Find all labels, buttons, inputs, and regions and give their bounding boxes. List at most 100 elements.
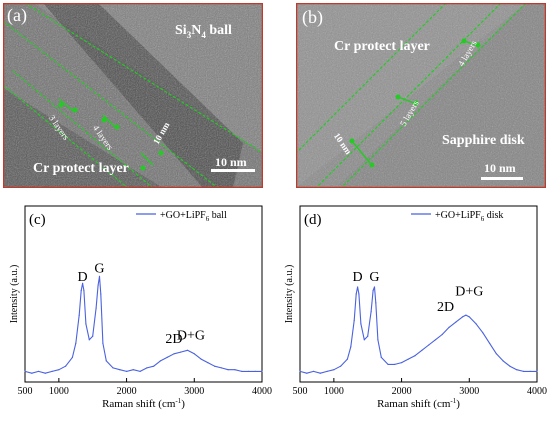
ball-label-si: Si	[175, 23, 187, 38]
spectrum-point	[102, 342, 104, 344]
spectrum-point	[333, 369, 335, 371]
spectrum-point	[353, 319, 355, 321]
peak-label: G	[369, 270, 379, 285]
spectrum-point	[312, 370, 315, 372]
spectrum-point	[173, 353, 175, 355]
spectrum-point	[319, 372, 321, 374]
spectrum-point	[407, 358, 409, 360]
spectrum-point	[58, 369, 60, 371]
x-tick-label: 1000	[324, 386, 344, 397]
spectrum-point	[482, 332, 484, 334]
spectrum-point	[31, 372, 33, 374]
panel-label: (d)	[304, 212, 322, 228]
x-tick-label: 3000	[459, 386, 479, 397]
spectrum-point	[475, 323, 477, 325]
spectrum-point	[375, 302, 377, 304]
spectrum-point	[367, 335, 369, 337]
x-axis-label-main: Raman shift (cm	[377, 398, 451, 410]
x-axis-label-main: Raman shift (cm	[102, 398, 176, 410]
ball-label-sub2: 4	[201, 29, 206, 40]
spectrum-point	[214, 365, 216, 367]
disk-label: Sapphire disk	[442, 133, 525, 148]
legend-sub: 6	[481, 215, 485, 223]
spectrum-point	[83, 289, 85, 292]
tem-image-a	[3, 3, 263, 188]
spectrum-point	[80, 289, 82, 292]
spectrum-point	[88, 339, 90, 341]
arrow-heads-b	[349, 38, 481, 168]
spectrum-point	[380, 356, 382, 358]
panel-label: (c)	[29, 212, 46, 228]
spectrum-point	[207, 362, 209, 364]
spectrum-point	[92, 335, 94, 337]
layer-boundaries-a	[3, 3, 263, 188]
legend-post: disk	[484, 210, 503, 221]
ball-label: Si3N4 ball	[175, 23, 232, 40]
peak-label: D	[352, 270, 362, 285]
x-tick-label: 500	[18, 386, 33, 397]
raman-svg-c: (c) +GO+LiPF6 ball DG 2DD+G 500 1000 2000 3000 4…	[9, 205, 272, 410]
spectrum-point	[495, 353, 497, 355]
spectrum-point	[51, 370, 53, 372]
protect-layer-label-b: Cr protect layer	[334, 39, 430, 54]
spectrum-point	[153, 365, 155, 367]
spectrum-point	[306, 372, 308, 374]
scale-label-a: 10 nm	[215, 155, 247, 169]
x-tick-label: 4000	[527, 386, 547, 397]
spectrum-point	[346, 358, 348, 360]
peak-label: D+G	[177, 328, 205, 343]
spectrum-point	[360, 323, 362, 325]
raman-svg-d: (d) +GO+LiPF6 disk D G 2DD+G 500 1000 2000 3000 4…	[284, 205, 547, 410]
spectrum-point	[146, 367, 148, 369]
spectrum-point	[159, 360, 161, 362]
spectrum-point	[126, 370, 128, 372]
spectrum-line	[299, 286, 537, 374]
y-axis-label: Intensity (a.u.)	[9, 265, 20, 324]
spectrum-point	[502, 360, 504, 362]
spectrum-point	[105, 360, 107, 362]
spectrum-point	[24, 370, 26, 372]
spectrum-point	[363, 339, 365, 341]
x-tick-label: 2000	[117, 386, 137, 397]
spectrum-point	[421, 349, 423, 351]
spectrum-point	[373, 286, 376, 288]
scale-label-b: 10 nm	[484, 161, 516, 175]
spectrum-point	[65, 365, 67, 367]
x-axis-label: Raman shift (cm-1)	[377, 397, 460, 410]
protect-layer-label-a: Cr protect layer	[33, 161, 129, 176]
peak-label: D	[77, 270, 87, 285]
spectrum-point	[132, 369, 134, 371]
peak-label: D+G	[455, 284, 483, 299]
spectrum-point	[355, 293, 357, 295]
spectrum-point	[465, 314, 467, 316]
tem-image-b	[296, 3, 546, 188]
arrow-heads-a	[58, 102, 164, 171]
x-axis-label-post: )	[181, 398, 185, 410]
legend-entry: +GO+LiPF6 ball	[160, 210, 227, 223]
y-axis-label: Intensity (a.u.)	[284, 265, 295, 324]
peak-label: 2D	[165, 332, 182, 347]
spectrum-point	[326, 370, 328, 372]
x-axis-label-sup: -1	[450, 397, 456, 405]
spectrum-point	[401, 362, 403, 364]
spectrum-point	[186, 349, 189, 351]
spectrum-point	[95, 307, 97, 309]
x-axis-label-post: )	[456, 398, 460, 410]
spectrum-point	[78, 314, 80, 316]
scale-bar-b	[481, 177, 523, 180]
x-tick-label: 4000	[252, 386, 272, 397]
spectrum-point	[358, 293, 360, 295]
spectrum-point	[247, 370, 250, 372]
ball-label-sub1: 3	[186, 29, 192, 40]
spectrum-point	[112, 367, 114, 369]
peak-label: 2D	[437, 300, 454, 315]
spectrum-point	[372, 289, 374, 292]
plot-frame	[299, 205, 538, 383]
legend-sub: 6	[206, 215, 210, 223]
spectrum-point	[448, 326, 450, 328]
spectrum-point	[100, 293, 102, 295]
spectrum-point	[529, 370, 531, 372]
spectrum-point	[489, 342, 491, 344]
spectrum-point	[227, 369, 229, 371]
spectrum-point	[428, 344, 430, 346]
